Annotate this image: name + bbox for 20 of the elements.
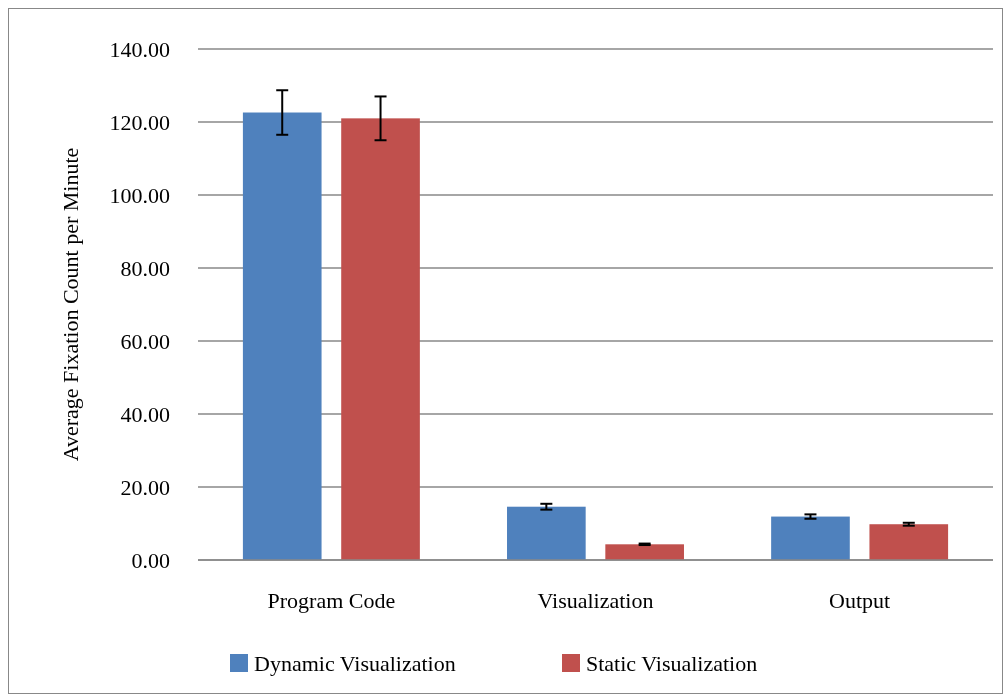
bar xyxy=(605,544,684,560)
bar xyxy=(771,516,850,560)
y-tick-label: 40.00 xyxy=(120,401,170,427)
bar xyxy=(869,524,949,560)
y-tick-label: 80.00 xyxy=(120,255,170,281)
bar xyxy=(507,506,586,560)
y-tick-label: 20.00 xyxy=(120,474,170,500)
y-tick-label: 140.00 xyxy=(109,36,170,62)
bar xyxy=(242,112,322,560)
legend-label: Dynamic Visualization xyxy=(254,650,456,676)
y-tick-label: 100.00 xyxy=(109,182,170,208)
x-tick-label: Program Code xyxy=(267,588,396,613)
y-tick-label: 120.00 xyxy=(109,109,170,135)
legend-label: Static Visualization xyxy=(586,650,758,676)
y-axis-title: Average Fixation Count per Minute xyxy=(58,147,83,462)
y-tick-label: 0.00 xyxy=(131,547,170,573)
x-tick-label: Visualization xyxy=(537,588,654,613)
y-tick-label: 60.00 xyxy=(120,328,170,354)
bar xyxy=(341,118,420,560)
x-tick-label: Output xyxy=(829,588,891,613)
